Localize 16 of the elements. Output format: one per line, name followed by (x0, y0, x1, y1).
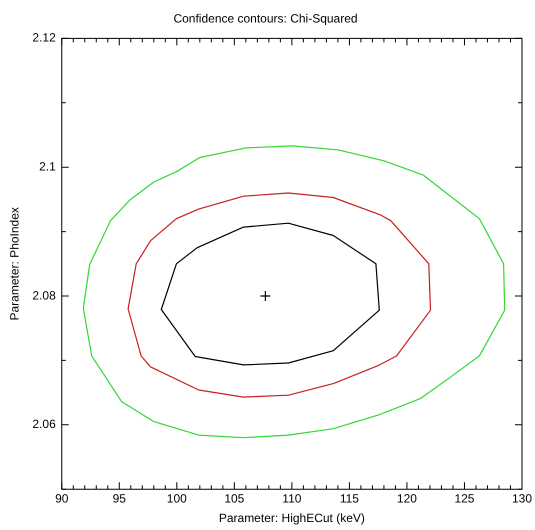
x-tick-label: 120 (396, 492, 418, 506)
x-tick-label: 130 (512, 492, 532, 506)
x-tick-label: 95 (112, 492, 126, 506)
y-tick-label: 2.06 (32, 417, 56, 432)
x-axis-title: Parameter: HighECut (keV) (218, 511, 365, 526)
y-axis-title: Parameter: PhoIndex (8, 207, 22, 321)
x-tick-label: 105 (224, 492, 245, 506)
chart-title: Confidence contours: Chi-Squared (173, 12, 358, 26)
x-tick-label: 100 (166, 492, 188, 506)
y-tick-label: 2.1 (39, 160, 56, 174)
x-tick-label: 90 (55, 492, 69, 506)
x-tick-label: 110 (282, 492, 302, 506)
x-tick-label: 125 (454, 492, 475, 506)
y-tick-label: 2.12 (32, 30, 56, 45)
y-tick-label: 2.08 (32, 288, 56, 302)
x-tick-label: 115 (340, 492, 360, 506)
